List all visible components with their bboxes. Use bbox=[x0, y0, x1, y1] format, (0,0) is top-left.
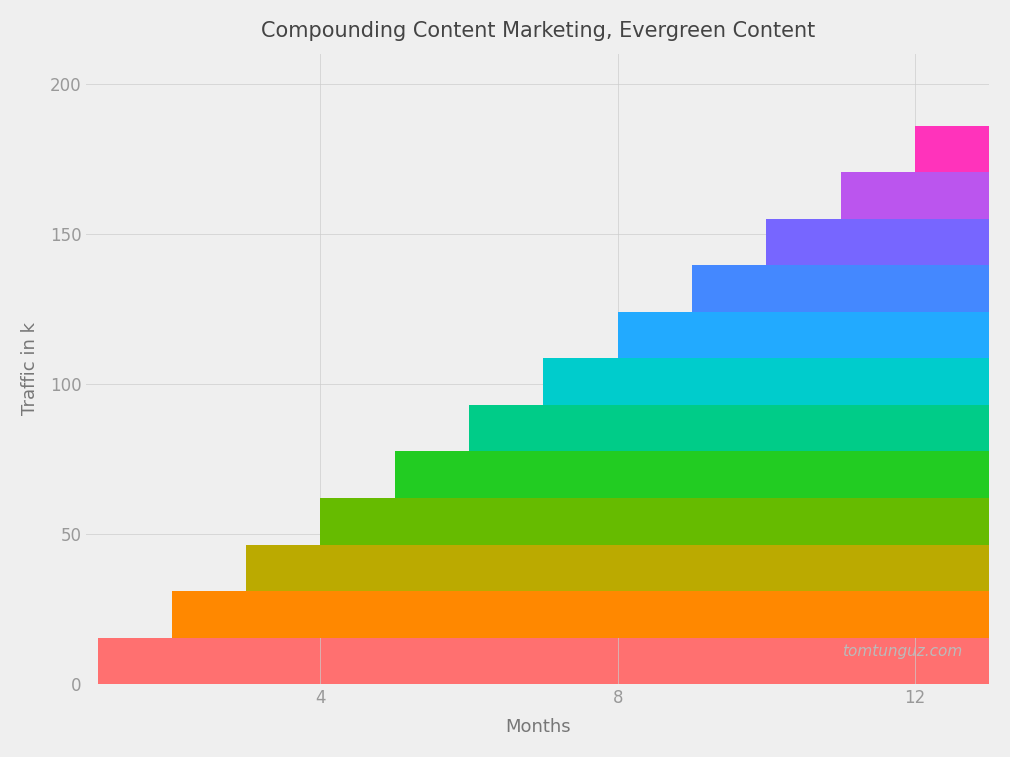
Text: tomtunguz.com: tomtunguz.com bbox=[841, 644, 963, 659]
X-axis label: Months: Months bbox=[505, 718, 571, 736]
Title: Compounding Content Marketing, Evergreen Content: Compounding Content Marketing, Evergreen… bbox=[261, 21, 815, 41]
Y-axis label: Traffic in k: Traffic in k bbox=[21, 322, 38, 416]
